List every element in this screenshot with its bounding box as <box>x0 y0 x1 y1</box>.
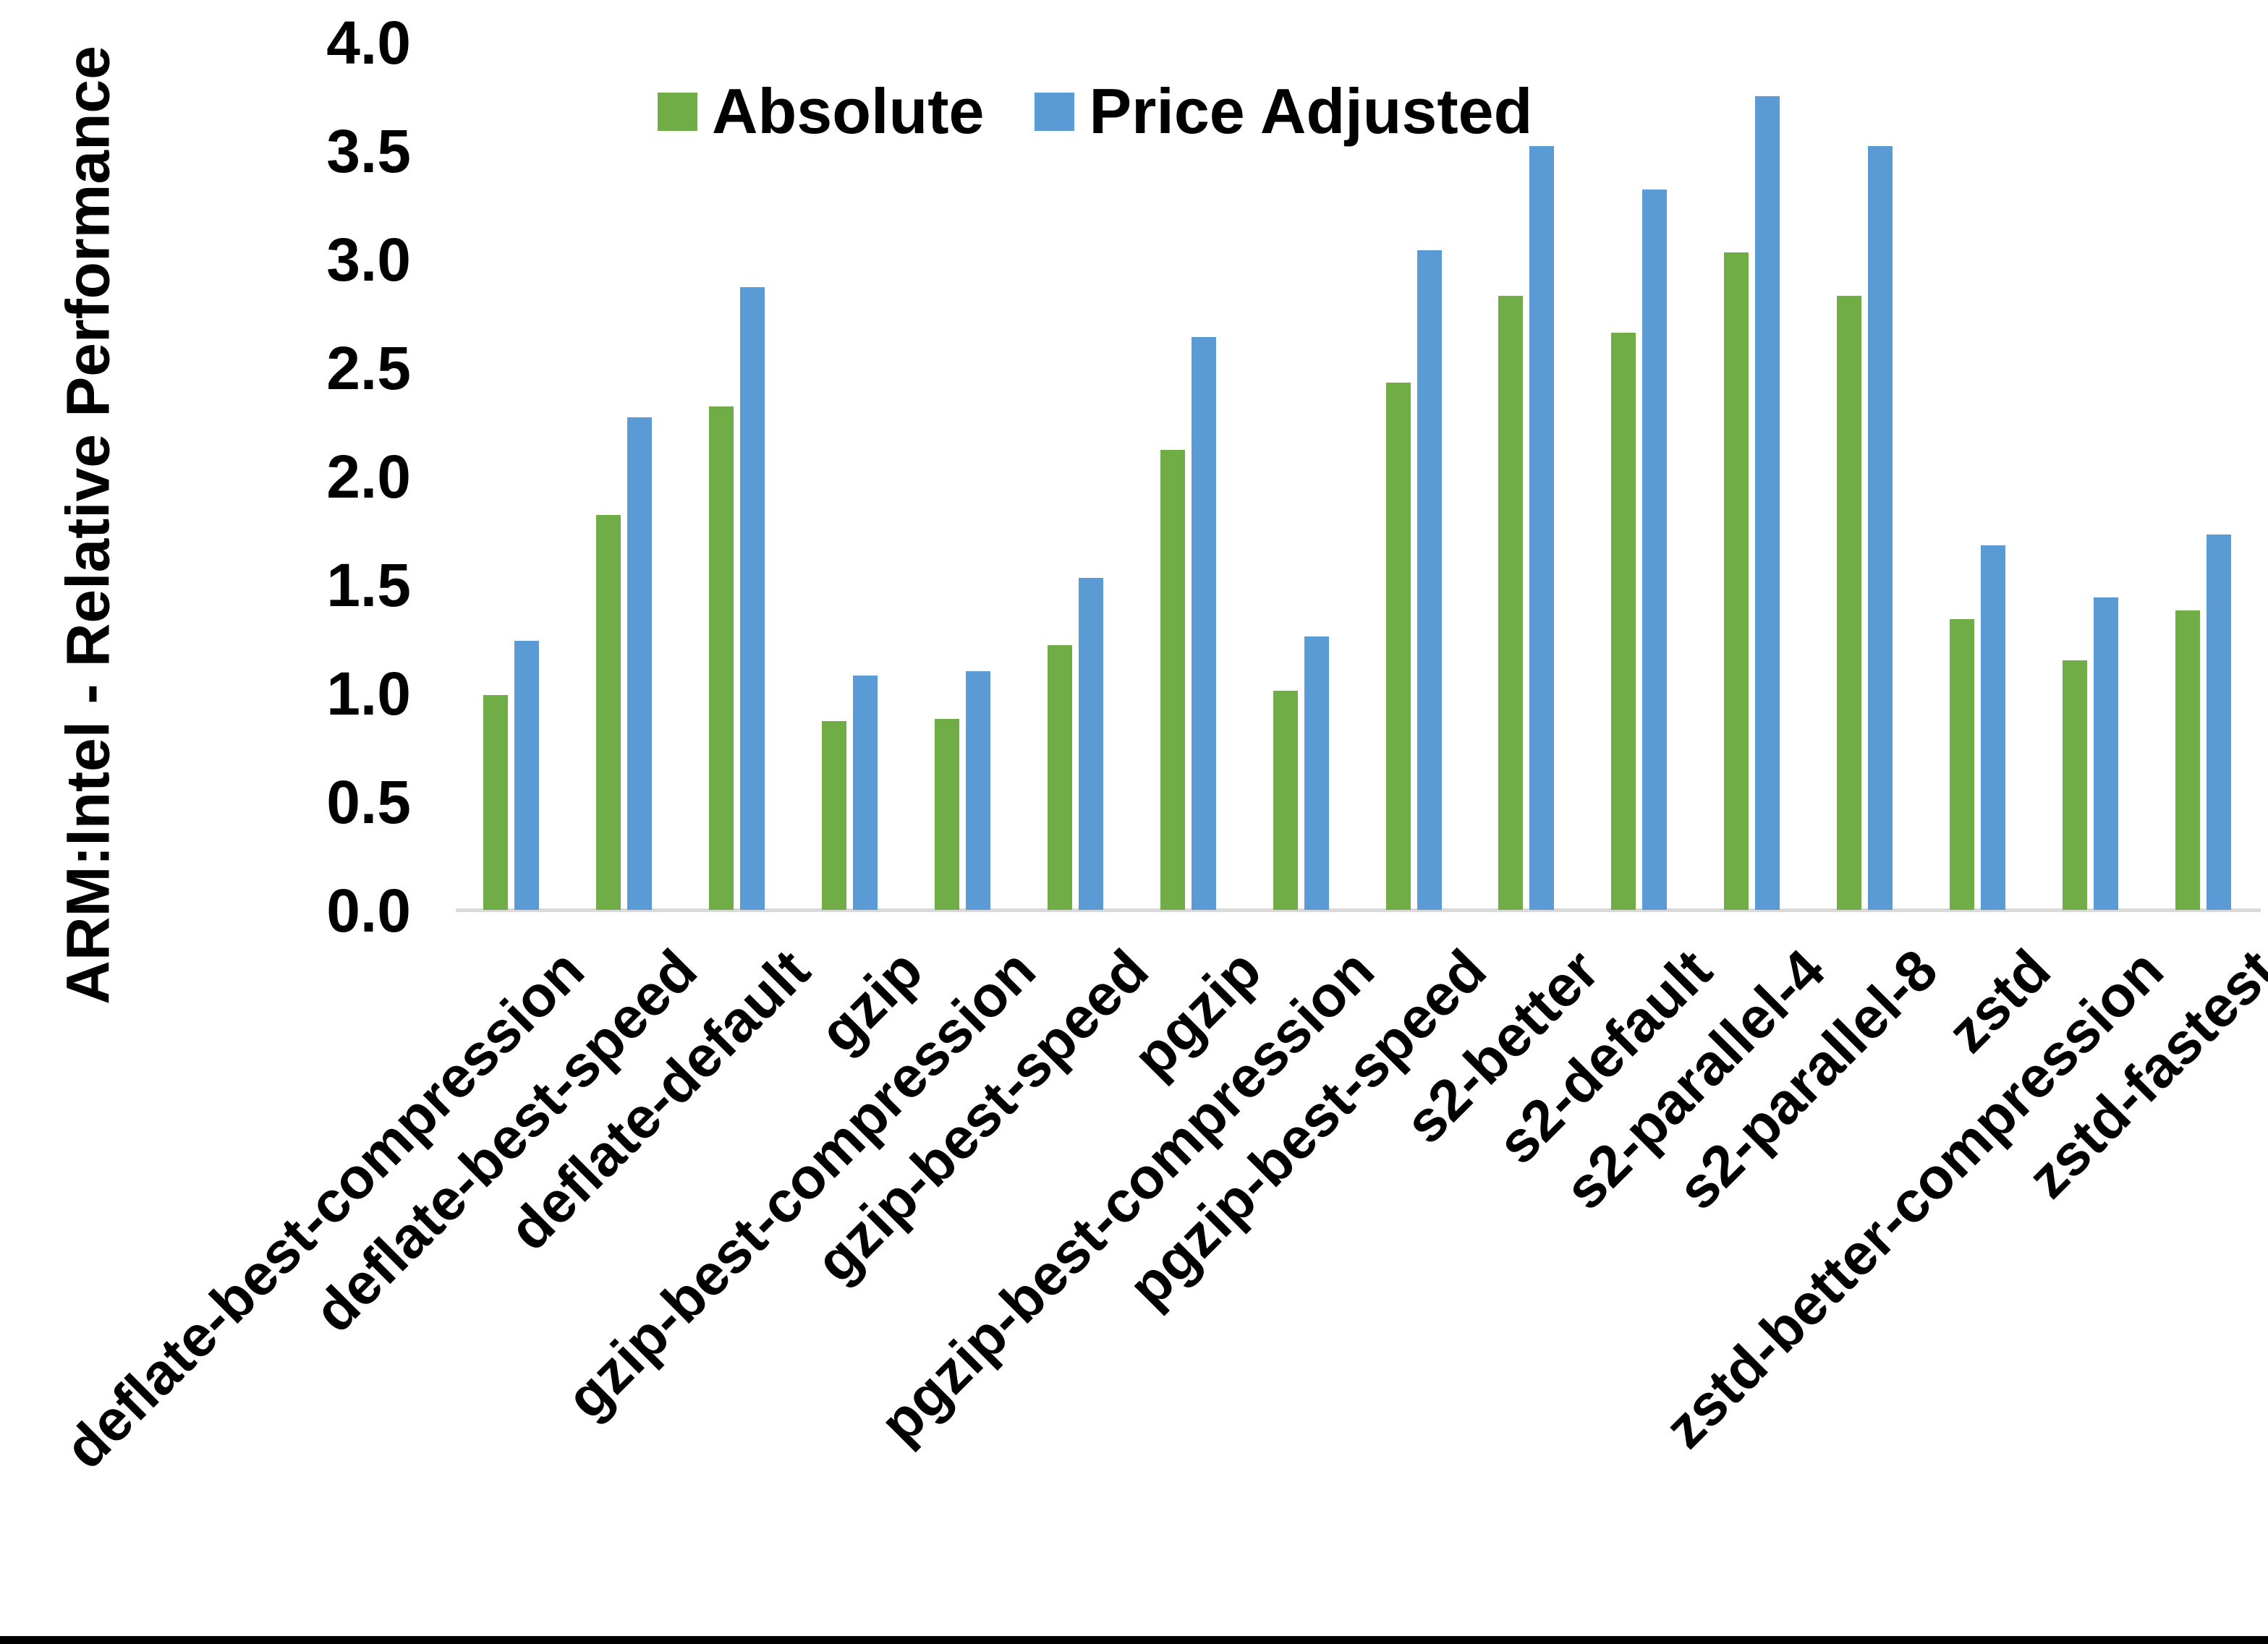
bar-absolute-deflate-best-speed <box>595 515 621 910</box>
bar-price-adjusted-deflate-default <box>739 287 765 910</box>
y-tick-3-0: 3.0 <box>326 226 411 294</box>
legend: Absolute Price Adjusted <box>658 75 1583 148</box>
bar-absolute-gzip-best-speed <box>1047 645 1072 910</box>
legend-swatch-absolute <box>658 92 697 131</box>
bar-absolute-s2-better <box>1498 296 1524 910</box>
bar-absolute-zstd <box>1950 619 1975 910</box>
bar-price-adjusted-s2-parallel-8 <box>1868 146 1893 910</box>
bar-absolute-s2-parallel-8 <box>1837 296 1862 910</box>
bar-price-adjusted-deflate-best-compression <box>514 641 539 910</box>
legend-label-absolute: Absolute <box>712 75 985 147</box>
y-tick-1-5: 1.5 <box>326 551 411 619</box>
y-tick-3-5: 3.5 <box>326 117 411 185</box>
bar-price-adjusted-deflate-best-speed <box>627 417 652 910</box>
y-tick-0-5: 0.5 <box>326 768 411 836</box>
legend-swatch-price-adjusted <box>1035 92 1075 131</box>
bar-price-adjusted-gzip-best-compression <box>965 671 990 910</box>
bar-price-adjusted-pgzip <box>1191 337 1216 910</box>
y-tick-1-0: 1.0 <box>326 660 411 728</box>
legend-label-price-adjusted: Price Adjusted <box>1089 75 1533 147</box>
bar-absolute-gzip-best-compression <box>934 719 959 910</box>
bar-absolute-s2-default <box>1611 333 1636 910</box>
y-tick-2-0: 2.0 <box>326 443 411 511</box>
bar-price-adjusted-s2-better <box>1529 146 1555 910</box>
y-axis-title: ARM:Intel - Relative Performance <box>54 46 122 1005</box>
y-tick-2-5: 2.5 <box>326 334 411 402</box>
bar-price-adjusted-pgzip-best-compression <box>1304 636 1329 910</box>
bar-absolute-gzip <box>821 721 846 910</box>
x-axis-line <box>456 908 2261 912</box>
bar-absolute-zstd-fastest <box>2175 610 2201 910</box>
bar-price-adjusted-gzip <box>852 676 878 910</box>
bar-price-adjusted-pgzip-best-speed <box>1417 250 1442 910</box>
bar-price-adjusted-zstd-fastest <box>2207 534 2232 910</box>
bar-price-adjusted-zstd <box>1981 545 2006 910</box>
bar-absolute-pgzip <box>1160 450 1185 910</box>
legend-item-price-adjusted: Price Adjusted <box>1035 80 1532 143</box>
bar-price-adjusted-s2-parallel-4 <box>1755 96 1780 910</box>
bar-absolute-zstd-better-compression <box>2063 660 2088 910</box>
bar-price-adjusted-zstd-better-compression <box>2094 597 2119 910</box>
bar-absolute-pgzip-best-speed <box>1385 383 1411 910</box>
bar-absolute-deflate-best-compression <box>483 695 508 910</box>
bar-price-adjusted-s2-default <box>1642 189 1668 910</box>
bar-price-adjusted-gzip-best-speed <box>1078 578 1103 910</box>
bar-absolute-s2-parallel-4 <box>1724 252 1749 910</box>
y-tick-4-0: 4.0 <box>326 9 411 77</box>
bar-absolute-pgzip-best-compression <box>1273 691 1298 910</box>
bottom-border <box>0 1636 2268 1644</box>
bar-absolute-deflate-default <box>708 406 734 910</box>
legend-item-absolute: Absolute <box>658 80 984 143</box>
y-tick-0-0: 0.0 <box>326 877 411 945</box>
